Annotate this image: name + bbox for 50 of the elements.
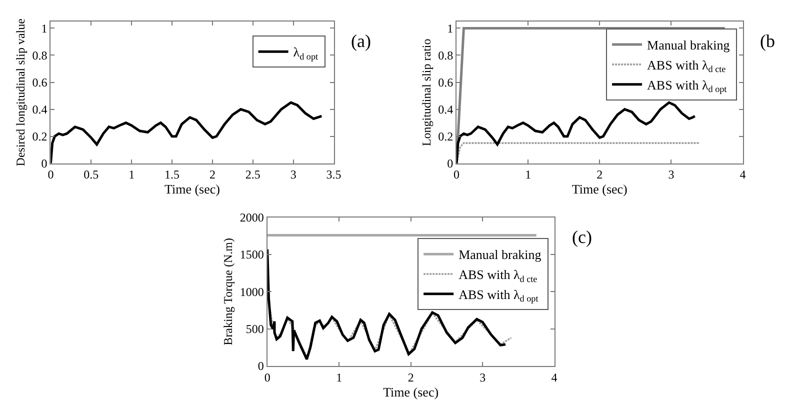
y-tick-label: 2000 (240, 210, 264, 225)
y-axis-title: Braking Torque (N.m) (221, 238, 236, 346)
text: (a) (351, 31, 371, 51)
y-tick-label: 1 (447, 21, 454, 36)
x-tick-label: 2 (408, 370, 414, 384)
x-tick-label: 3 (290, 168, 296, 182)
y-tick-label: 0 (447, 156, 454, 171)
x-tick-label: 2.5 (245, 168, 260, 182)
x-tick-label: 3.5 (326, 168, 342, 182)
y-axis-title: Desired longitudinal slip value (14, 18, 28, 166)
y-tick-label: 0 (258, 359, 264, 374)
x-tick-label: 3 (668, 168, 674, 182)
y-tick-label: 0.2 (438, 130, 454, 144)
y-tick-label: 0.6 (32, 75, 48, 90)
x-axis-title: Time (sec) (383, 384, 439, 400)
legend-label: Manual braking (458, 247, 542, 262)
x-axis-title: Time (sec) (164, 182, 220, 197)
y-tick-label: 0 (41, 156, 48, 171)
y-axis-title: Longitudinal slip ratio (419, 38, 434, 146)
x-tick-label: 4 (551, 370, 558, 384)
text: (b (760, 31, 775, 51)
line-series (456, 101, 696, 164)
legend-label: ABS with λ$_{d cte}$ (647, 57, 726, 74)
y-tick-label: 0.2 (32, 130, 48, 144)
x-tick-label: 1 (336, 370, 342, 384)
y-tick-label: 0.4 (438, 102, 454, 116)
x-tick-label: 3 (480, 370, 486, 384)
y-tick-label: 500 (246, 322, 264, 336)
y-tick-label: 1 (41, 21, 48, 36)
line-series (50, 101, 323, 164)
x-tick-label: 4 (740, 168, 746, 182)
y-tick-label: 0.4 (32, 102, 48, 116)
x-tick-label: 1 (128, 168, 135, 182)
legend-label: Manual braking (647, 38, 730, 53)
x-tick-label: 1.5 (164, 168, 180, 182)
y-tick-label: 0.8 (32, 48, 48, 62)
x-tick-label: 2 (596, 168, 603, 182)
legend-label: λ$_{d opt}$ (293, 44, 319, 62)
legend-label: ABS with λ$_{d opt}$ (458, 286, 539, 304)
text: (c) (572, 227, 592, 247)
x-tick-label: 1 (525, 168, 532, 182)
y-tick-label: 1000 (240, 284, 264, 299)
y-tick-label: 0.8 (438, 48, 454, 62)
legend-label: ABS with λ$_{d opt}$ (647, 77, 728, 94)
legend-label: ABS with λ$_{d cte}$ (458, 267, 538, 284)
x-tick-label: 2 (209, 168, 216, 182)
y-tick-label: 0.6 (438, 75, 454, 90)
x-tick-label: 0.5 (84, 168, 99, 182)
x-axis-title: Time (sec) (572, 182, 628, 197)
y-tick-label: 1500 (240, 248, 264, 262)
